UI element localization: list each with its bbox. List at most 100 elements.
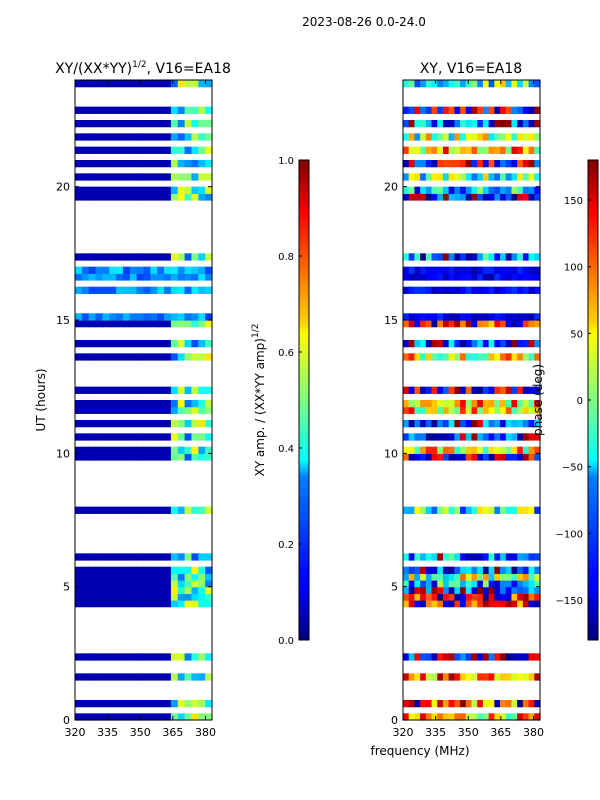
- heatmap-cell: [184, 673, 193, 681]
- heatmap-cell: [460, 586, 467, 594]
- heatmap-cell: [425, 133, 433, 141]
- heatmap-cell: [477, 193, 484, 201]
- heatmap-cell: [460, 506, 467, 514]
- heatmap-cell: [191, 320, 199, 328]
- heatmap-cell: [81, 600, 90, 608]
- heatmap-cell: [150, 580, 158, 588]
- heatmap-cell: [164, 386, 172, 394]
- heatmap-cell: [205, 266, 213, 274]
- heatmap-cell: [95, 420, 103, 428]
- heatmap-cell: [157, 573, 165, 581]
- heatmap-cell: [505, 266, 513, 274]
- heatmap-cell: [170, 600, 179, 608]
- heatmap-cell: [184, 186, 193, 194]
- xy-phase-panel-title: XY, V16=EA18: [420, 61, 522, 77]
- heatmap-cell: [157, 160, 165, 168]
- heatmap-cell: [442, 593, 450, 601]
- heatmap-cell: [465, 713, 473, 721]
- heatmap-cell: [460, 173, 467, 181]
- heatmap-cell: [102, 453, 110, 461]
- heatmap-cell: [184, 313, 193, 321]
- heatmap-cell: [511, 340, 518, 348]
- heatmap-cell: [534, 406, 541, 414]
- heatmap-cell: [116, 653, 124, 661]
- heatmap-cell: [81, 700, 90, 708]
- heatmap-cell: [500, 386, 507, 394]
- heatmap-cell: [157, 566, 165, 574]
- heatmap-cell: [129, 353, 138, 361]
- heatmap-cell: [494, 506, 501, 514]
- heatmap-cell: [157, 133, 165, 141]
- heatmap-cell: [511, 313, 518, 321]
- heatmap-cell: [75, 320, 83, 328]
- heatmap-cell: [528, 80, 535, 88]
- heatmap-cell: [517, 273, 524, 281]
- heatmap-cell: [420, 453, 427, 461]
- heatmap-cell: [477, 320, 484, 328]
- heatmap-cell: [129, 80, 138, 88]
- heatmap-cell: [465, 186, 473, 194]
- heatmap-cell: [109, 446, 117, 454]
- heatmap-cell: [177, 593, 186, 601]
- heatmap-cell: [477, 593, 484, 601]
- heatmap-cell: [494, 120, 501, 128]
- heatmap-cell: [460, 600, 467, 608]
- heatmap-cell: [488, 80, 495, 88]
- heatmap-cell: [129, 600, 138, 608]
- heatmap-cell: [143, 173, 151, 181]
- heatmap-cell: [205, 193, 213, 201]
- heatmap-cell: [184, 286, 193, 294]
- heatmap-cell: [522, 120, 530, 128]
- heatmap-cell: [454, 146, 461, 154]
- heatmap-cell: [471, 173, 478, 181]
- heatmap-cell: [454, 446, 461, 454]
- heatmap-cell: [437, 386, 444, 394]
- heatmap-cell: [522, 80, 530, 88]
- heatmap-cell: [534, 446, 541, 454]
- heatmap-cell: [437, 420, 444, 428]
- heatmap-cell: [448, 253, 455, 261]
- heatmap-cell: [88, 186, 97, 194]
- heatmap-cell: [425, 353, 433, 361]
- heatmap-cell: [431, 673, 438, 681]
- heatmap-cell: [408, 146, 416, 154]
- heatmap-cell: [191, 273, 199, 281]
- heatmap-cell: [528, 573, 535, 581]
- heatmap-cell: [184, 433, 193, 441]
- heatmap-cell: [109, 386, 117, 394]
- heatmap-cell: [95, 146, 103, 154]
- heatmap-cell: [420, 673, 427, 681]
- heatmap-cell: [109, 600, 117, 608]
- heatmap-cell: [500, 566, 507, 574]
- heatmap-cell: [488, 446, 495, 454]
- heatmap-cell: [505, 340, 513, 348]
- heatmap-cell: [494, 586, 501, 594]
- heatmap-cell: [471, 653, 478, 661]
- xy-phase-axes-frame: [402, 79, 541, 721]
- heatmap-cell: [494, 273, 501, 281]
- heatmap-cell: [431, 193, 438, 201]
- heatmap-cell: [75, 453, 83, 461]
- heatmap-cell: [494, 653, 501, 661]
- heatmap-cell: [517, 120, 524, 128]
- heatmap-cell: [75, 266, 83, 274]
- heatmap-cell: [184, 566, 193, 574]
- heatmap-cell: [534, 433, 541, 441]
- heatmap-cell: [164, 340, 172, 348]
- heatmap-cell: [488, 593, 495, 601]
- heatmap-cell: [500, 120, 507, 128]
- heatmap-cell: [157, 353, 165, 361]
- figure-x-axis-label: frequency (MHz): [370, 744, 469, 758]
- heatmap-cell: [150, 340, 158, 348]
- heatmap-cell: [528, 266, 535, 274]
- heatmap-cell: [198, 433, 206, 441]
- heatmap-cell: [431, 313, 438, 321]
- heatmap-cell: [109, 146, 117, 154]
- heatmap-cell: [164, 713, 172, 721]
- heatmap-cell: [81, 506, 90, 514]
- heatmap-cell: [75, 593, 83, 601]
- heatmap-cell: [205, 573, 213, 581]
- heatmap-cell: [81, 286, 90, 294]
- heatmap-cell: [488, 400, 495, 408]
- heatmap-cell: [157, 313, 165, 321]
